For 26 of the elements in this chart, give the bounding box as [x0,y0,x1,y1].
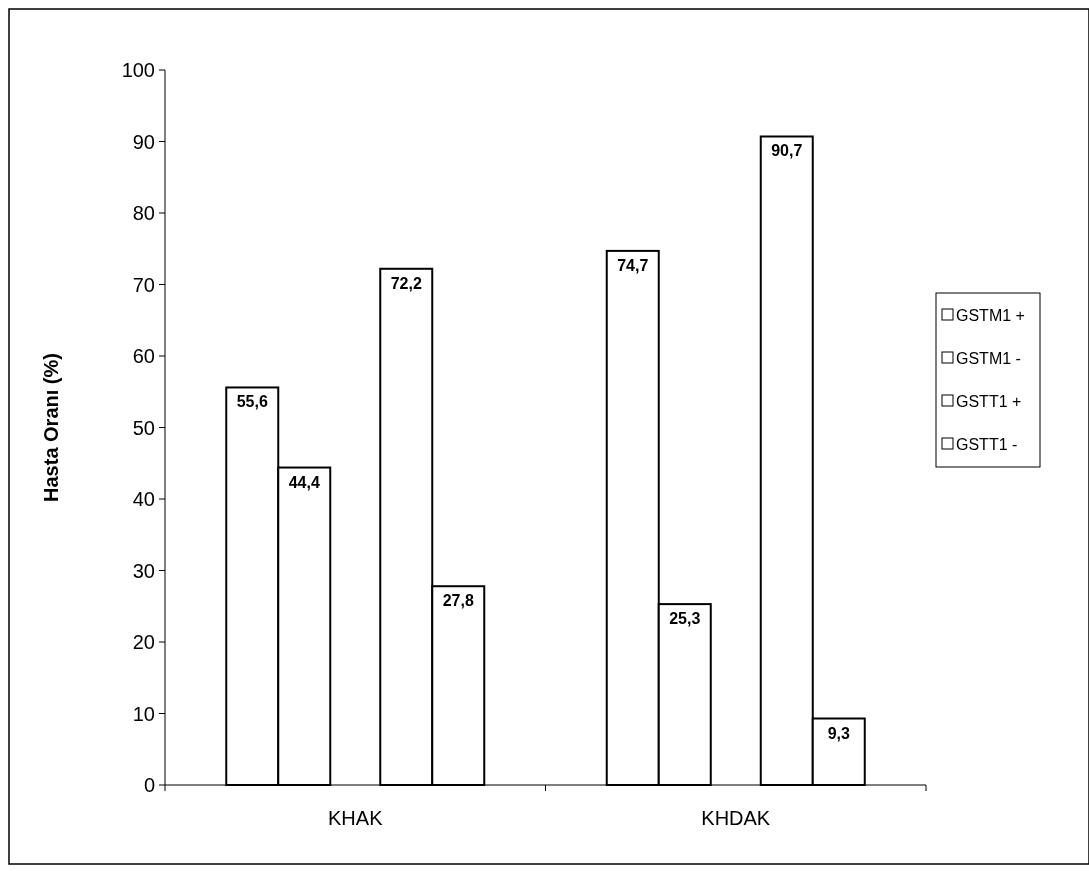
y-tick-label: 0 [143,774,155,796]
legend-label: GSTT1 - [956,435,1018,453]
y-tick-label: 60 [132,345,155,367]
y-tick-label: 30 [132,559,155,582]
y-tick-label: 70 [132,273,155,296]
x-tick-label: KHAK [328,807,384,829]
data-label: 55,6 [236,393,268,411]
y-axis-title: Hasta Oranı (%) [40,353,62,502]
y-tick-label: 80 [132,202,155,224]
data-label: 44,4 [288,473,320,491]
x-tick-label: KHDAK [701,807,771,829]
data-label: 25,3 [669,610,701,628]
data-label: 9,3 [827,724,850,742]
legend-label: GSTM1 - [956,349,1021,367]
legend-label: GSTT1 + [956,392,1022,410]
legend-label: GSTM1 + [956,306,1025,324]
data-label: 72,2 [390,274,422,292]
data-label: 27,8 [442,592,474,610]
y-tick-label: 20 [132,631,155,653]
y-tick-label: 100 [121,59,155,81]
y-tick-label: 50 [132,416,155,439]
y-tick-label: 10 [132,702,155,725]
data-label: 90,7 [771,142,803,160]
data-label: 74,7 [617,256,649,274]
y-tick-label: 40 [132,488,155,510]
y-tick-label: 90 [132,130,155,153]
